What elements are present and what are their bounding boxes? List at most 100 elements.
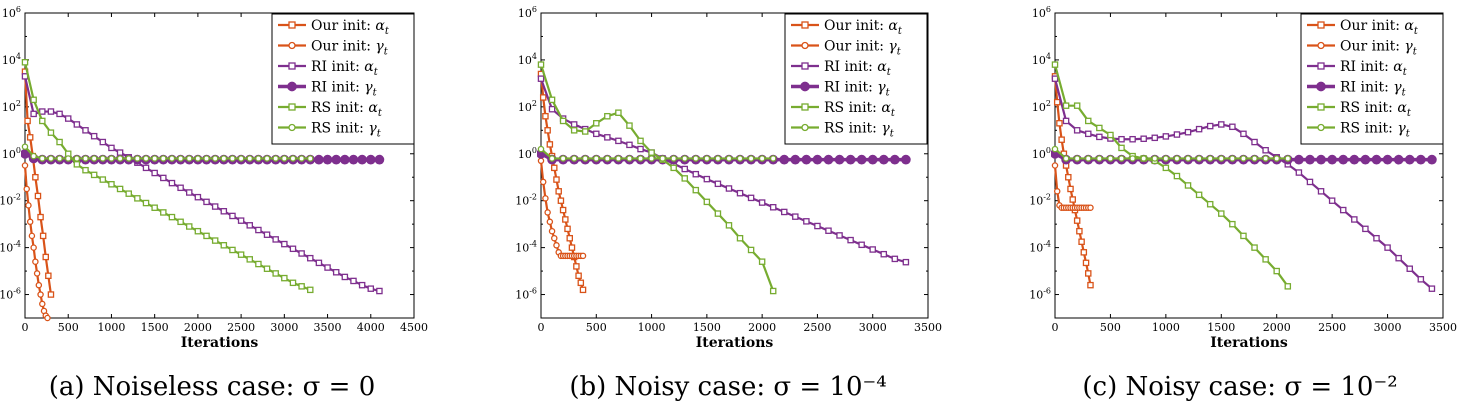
legend-label-subscript: t [1414, 26, 1419, 37]
data-point-square [637, 137, 644, 145]
data-point-square [1417, 276, 1425, 283]
data-point-square [203, 232, 210, 240]
y-tick-label: 10-6 [0, 287, 21, 302]
y-tick-exp: -4 [13, 240, 21, 249]
data-point-circle [56, 155, 63, 162]
data-point-square [1073, 102, 1081, 109]
y-tick-label: 10-6 [1029, 287, 1051, 302]
legend-marker-circle [801, 123, 809, 132]
y-tick-base: 10 [1032, 7, 1046, 20]
data-point-square [1406, 265, 1413, 272]
data-point-circle [1107, 155, 1114, 162]
data-point-circle [812, 154, 823, 165]
data-point-circle [35, 281, 43, 289]
data-point-circle [1051, 162, 1059, 169]
data-point-square [151, 169, 158, 177]
data-point-square [1173, 172, 1181, 180]
legend-label-subscript: t [1406, 129, 1411, 140]
data-point-circle [559, 155, 567, 162]
legend-label-subscript: t [1403, 67, 1408, 78]
data-point-circle [21, 162, 29, 169]
data-point-square [714, 210, 722, 217]
data-point-square [1067, 185, 1074, 193]
data-point-square [781, 208, 788, 216]
data-point-square [177, 184, 184, 192]
data-point-square [168, 213, 176, 221]
data-point-square [714, 180, 722, 188]
series-our-square [21, 68, 55, 298]
data-point-square [692, 186, 700, 194]
legend-item: RS init: γt [791, 121, 895, 140]
data-point-square [99, 176, 107, 183]
legend-box [271, 13, 415, 145]
y-tick-exp: 4 [532, 52, 537, 61]
data-point-circle [151, 155, 158, 162]
data-point-square [90, 132, 98, 140]
data-point-circle [581, 155, 589, 162]
data-point-square [272, 270, 279, 277]
legend-label-symbol: γ [368, 121, 377, 137]
legend-label-symbol: α [1397, 100, 1407, 116]
caption-a: (a) Noiseless case: σ = 0 [49, 372, 376, 402]
y-tick-base: 10 [0, 289, 13, 302]
data-point-square [30, 110, 37, 118]
y-tick-exp: -6 [1043, 287, 1051, 296]
series-line [540, 152, 906, 162]
data-point-square [551, 164, 558, 172]
data-point-circle [769, 155, 777, 162]
y-tick-label: 106 [1032, 5, 1051, 20]
series-our-circle [21, 162, 51, 322]
legend-label-symbol: α [1393, 59, 1403, 75]
y-tick-exp: 6 [16, 5, 21, 14]
data-point-square [570, 127, 578, 134]
legend-item: RS init: γt [1307, 121, 1411, 140]
data-point-square [803, 218, 810, 225]
y-tick-base: 10 [515, 242, 529, 255]
legend-label: RI init: αt [1340, 59, 1408, 78]
data-point-square [1062, 102, 1070, 109]
y-tick-label: 10-4 [515, 240, 537, 255]
data-point-circle [867, 154, 878, 165]
legend-item: RI init: γt [1307, 80, 1407, 99]
data-point-square [47, 129, 55, 136]
data-point-circle [255, 155, 262, 162]
data-point-square [1195, 191, 1203, 199]
data-point-circle [237, 155, 245, 162]
data-point-circle [1427, 154, 1437, 165]
x-tick-label: 2500 [803, 321, 831, 334]
panel-c: 0 500 1000 1500 2000 2500 3000 3500106104102100… [1029, 5, 1457, 351]
data-point-square [1206, 200, 1214, 208]
legend-label-text: RS init: [1340, 100, 1397, 116]
data-point-square [298, 283, 305, 290]
y-tick-label: 102 [1032, 99, 1051, 114]
data-point-square [108, 144, 115, 152]
data-point-square [703, 175, 711, 183]
data-point-circle [25, 202, 32, 209]
data-point-circle [1382, 154, 1393, 165]
data-point-circle [168, 155, 176, 162]
y-tick-label: 100 [1032, 146, 1051, 161]
legend-label-subscript: t [385, 26, 390, 37]
data-point-square [692, 170, 700, 178]
y-tick-label: 104 [518, 52, 537, 67]
data-point-square [544, 127, 551, 134]
legend-item: Our init: αt [1307, 18, 1419, 37]
data-point-square [211, 203, 219, 210]
legend-label-text: Our init: [824, 18, 888, 34]
legend-label-symbol: α [881, 100, 891, 116]
data-point-square [1162, 133, 1170, 140]
data-point-circle [1096, 155, 1103, 162]
data-point-circle [1162, 155, 1170, 162]
data-point-square [559, 206, 567, 214]
data-point-circle [626, 155, 633, 162]
data-point-circle [548, 155, 556, 162]
x-tick-label: 500 [58, 321, 79, 334]
data-point-circle [1051, 145, 1059, 153]
data-point-circle [1229, 155, 1236, 162]
legend-item: Our init: αt [791, 18, 903, 37]
data-point-circle [659, 155, 666, 162]
data-point-square [237, 217, 245, 224]
data-point-square [315, 259, 323, 267]
data-point-circle [374, 154, 385, 165]
data-point-circle [134, 155, 141, 162]
